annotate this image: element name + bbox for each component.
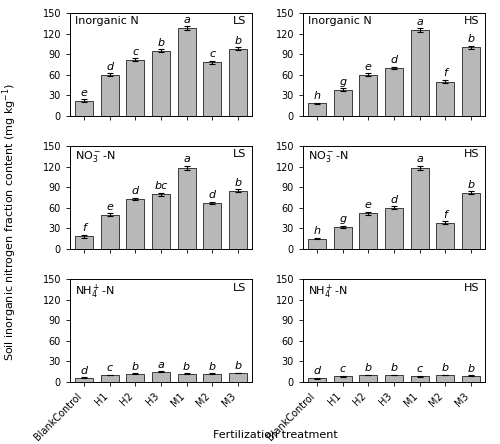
Text: Soil inorganic nitrogen fraction content (mg kg$^{-1}$): Soil inorganic nitrogen fraction content… — [0, 83, 20, 361]
Bar — [436, 375, 454, 382]
Bar — [204, 63, 222, 116]
Bar — [436, 82, 454, 116]
Text: b: b — [468, 180, 474, 190]
Bar — [385, 208, 403, 249]
Text: f: f — [444, 210, 447, 220]
Text: d: d — [80, 366, 87, 376]
Text: d: d — [106, 62, 114, 71]
Text: e: e — [106, 202, 113, 212]
Text: d: d — [132, 186, 139, 196]
Bar — [178, 374, 196, 382]
Text: b: b — [234, 178, 242, 188]
Bar — [462, 376, 480, 382]
Text: NO$_3^-$-N: NO$_3^-$-N — [308, 150, 349, 164]
Bar — [178, 28, 196, 116]
Bar — [385, 375, 403, 382]
Text: e: e — [80, 87, 87, 98]
Bar — [204, 203, 222, 249]
Bar — [334, 377, 351, 382]
Bar — [436, 223, 454, 249]
Text: h: h — [314, 91, 320, 101]
Text: Fertilization treatment: Fertilization treatment — [212, 429, 338, 440]
Text: Inorganic N: Inorganic N — [308, 16, 372, 26]
Bar — [360, 375, 378, 382]
Text: h: h — [314, 226, 320, 236]
Text: b: b — [158, 38, 164, 48]
Text: f: f — [444, 68, 447, 79]
Text: HS: HS — [464, 150, 479, 159]
Bar — [334, 90, 351, 116]
Bar — [410, 168, 428, 249]
Bar — [152, 51, 170, 116]
Text: LS: LS — [233, 150, 246, 159]
Text: b: b — [468, 34, 474, 44]
Text: LS: LS — [233, 282, 246, 293]
Text: e: e — [365, 200, 372, 210]
Text: Inorganic N: Inorganic N — [76, 16, 139, 26]
Text: a: a — [158, 360, 164, 369]
Text: b: b — [468, 364, 474, 374]
Text: g: g — [339, 77, 346, 87]
Text: d: d — [314, 366, 320, 377]
Bar — [308, 238, 326, 249]
Text: NO$_3^-$-N: NO$_3^-$-N — [76, 150, 116, 164]
Text: c: c — [132, 47, 138, 57]
Text: HS: HS — [464, 282, 479, 293]
Text: a: a — [183, 155, 190, 164]
Bar — [229, 373, 247, 382]
Text: b: b — [442, 363, 449, 373]
Bar — [75, 101, 93, 116]
Text: b: b — [208, 361, 216, 372]
Bar — [204, 374, 222, 382]
Bar — [152, 372, 170, 382]
Text: b: b — [234, 361, 242, 371]
Bar — [308, 103, 326, 116]
Bar — [229, 49, 247, 116]
Text: b: b — [132, 361, 139, 372]
Text: c: c — [340, 365, 346, 374]
Bar — [126, 199, 144, 249]
Text: c: c — [416, 365, 422, 374]
Bar — [75, 378, 93, 382]
Text: a: a — [416, 16, 423, 27]
Bar — [75, 237, 93, 249]
Bar — [462, 48, 480, 116]
Bar — [101, 75, 118, 116]
Text: b: b — [183, 361, 190, 372]
Bar — [462, 193, 480, 249]
Text: e: e — [365, 62, 372, 71]
Bar — [101, 375, 118, 382]
Bar — [410, 30, 428, 116]
Text: c: c — [106, 363, 113, 373]
Text: b: b — [390, 363, 398, 373]
Text: HS: HS — [464, 16, 479, 26]
Text: g: g — [339, 214, 346, 224]
Bar — [229, 191, 247, 249]
Bar — [126, 60, 144, 116]
Text: NH$_4^+$-N: NH$_4^+$-N — [308, 282, 348, 301]
Bar — [178, 168, 196, 249]
Text: a: a — [183, 15, 190, 24]
Text: LS: LS — [233, 16, 246, 26]
Bar — [334, 227, 351, 249]
Bar — [385, 68, 403, 116]
Text: b: b — [234, 36, 242, 46]
Bar — [360, 213, 378, 249]
Bar — [152, 194, 170, 249]
Text: d: d — [390, 195, 398, 205]
Bar — [410, 377, 428, 382]
Text: f: f — [82, 223, 86, 234]
Bar — [126, 374, 144, 382]
Bar — [101, 214, 118, 249]
Text: a: a — [416, 155, 423, 164]
Text: NH$_4^+$-N: NH$_4^+$-N — [76, 282, 115, 301]
Bar — [360, 75, 378, 116]
Text: d: d — [390, 55, 398, 65]
Bar — [308, 378, 326, 382]
Text: b: b — [365, 363, 372, 373]
Text: bc: bc — [154, 181, 168, 191]
Text: d: d — [208, 190, 216, 200]
Text: c: c — [209, 49, 216, 59]
